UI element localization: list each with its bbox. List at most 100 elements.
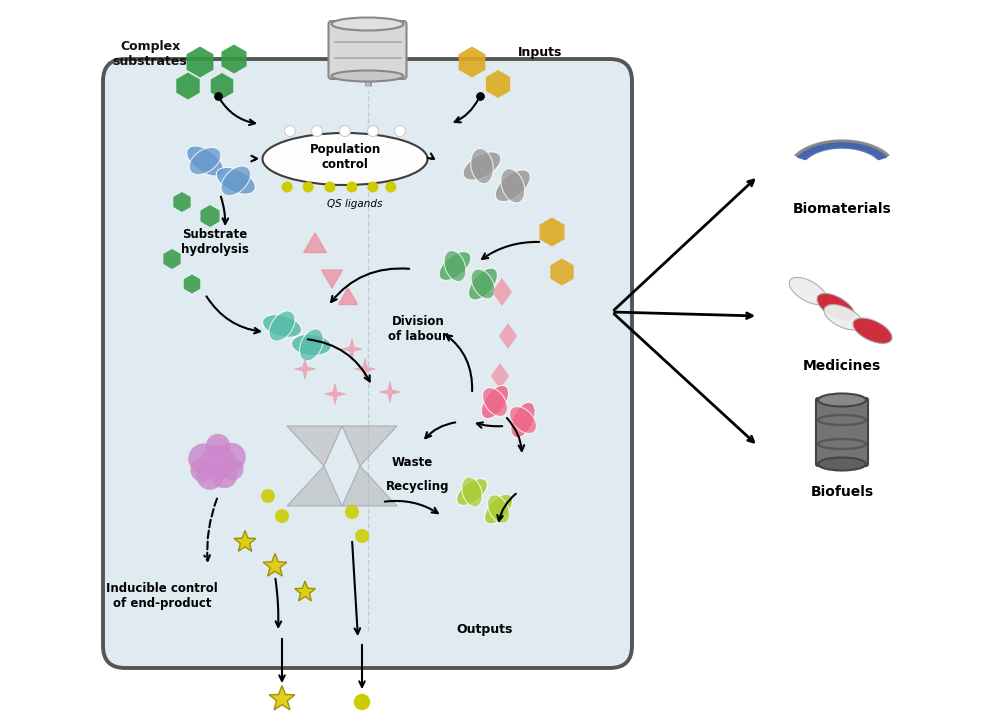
Ellipse shape <box>488 495 510 523</box>
Circle shape <box>385 181 396 193</box>
Circle shape <box>197 463 223 490</box>
Circle shape <box>325 181 336 193</box>
Ellipse shape <box>187 146 223 176</box>
Circle shape <box>200 444 236 480</box>
Polygon shape <box>304 233 326 253</box>
Circle shape <box>206 434 230 458</box>
Ellipse shape <box>510 406 536 433</box>
Text: Waste: Waste <box>391 456 433 468</box>
Ellipse shape <box>481 386 509 418</box>
Ellipse shape <box>789 278 827 305</box>
Ellipse shape <box>511 402 535 438</box>
Ellipse shape <box>495 170 530 201</box>
Text: QS ligands: QS ligands <box>327 199 383 209</box>
Ellipse shape <box>501 169 525 203</box>
Circle shape <box>355 529 369 543</box>
Polygon shape <box>234 531 256 551</box>
Circle shape <box>345 505 359 519</box>
Ellipse shape <box>263 133 428 185</box>
Polygon shape <box>342 338 363 360</box>
Circle shape <box>303 181 314 193</box>
Ellipse shape <box>818 393 866 406</box>
Ellipse shape <box>263 315 301 338</box>
Circle shape <box>312 126 323 136</box>
FancyBboxPatch shape <box>816 398 868 466</box>
Ellipse shape <box>439 251 471 281</box>
Polygon shape <box>221 44 247 74</box>
Polygon shape <box>459 46 485 78</box>
Ellipse shape <box>463 152 501 180</box>
Text: Biofuels: Biofuels <box>810 485 874 499</box>
Polygon shape <box>338 288 358 304</box>
Text: Inputs: Inputs <box>518 46 562 59</box>
Text: Division
of labour: Division of labour <box>388 315 448 343</box>
Polygon shape <box>269 685 295 710</box>
Polygon shape <box>486 70 510 98</box>
Text: Substrate
hydrolysis: Substrate hydrolysis <box>181 228 249 256</box>
Polygon shape <box>287 466 342 506</box>
Ellipse shape <box>485 494 513 524</box>
Ellipse shape <box>469 268 497 300</box>
Polygon shape <box>173 192 191 212</box>
Ellipse shape <box>817 293 855 321</box>
Polygon shape <box>163 249 181 269</box>
FancyBboxPatch shape <box>103 59 632 668</box>
Polygon shape <box>295 358 316 380</box>
Ellipse shape <box>853 318 892 343</box>
FancyBboxPatch shape <box>329 21 407 79</box>
Circle shape <box>217 443 246 472</box>
Polygon shape <box>539 218 565 246</box>
Circle shape <box>285 126 296 136</box>
Text: Complex
substrates: Complex substrates <box>113 40 187 68</box>
Circle shape <box>367 181 378 193</box>
Ellipse shape <box>471 269 495 299</box>
Circle shape <box>340 126 351 136</box>
Ellipse shape <box>462 477 482 507</box>
Circle shape <box>346 181 357 193</box>
Ellipse shape <box>292 334 331 356</box>
Text: Population
control: Population control <box>309 143 381 171</box>
Polygon shape <box>295 581 315 601</box>
Polygon shape <box>492 278 512 306</box>
Circle shape <box>212 463 237 488</box>
Circle shape <box>282 181 293 193</box>
Text: Outputs: Outputs <box>457 623 513 635</box>
Ellipse shape <box>189 147 221 175</box>
Ellipse shape <box>457 478 487 506</box>
Circle shape <box>221 458 244 481</box>
Polygon shape <box>499 323 517 349</box>
Polygon shape <box>211 73 233 99</box>
Text: Medicines: Medicines <box>803 359 881 373</box>
Circle shape <box>190 458 215 482</box>
Circle shape <box>395 126 406 136</box>
Ellipse shape <box>332 18 404 31</box>
Circle shape <box>261 489 275 503</box>
Ellipse shape <box>444 251 466 281</box>
Polygon shape <box>491 363 509 389</box>
Text: Biomaterials: Biomaterials <box>793 202 891 216</box>
Ellipse shape <box>824 305 863 330</box>
Polygon shape <box>187 46 213 78</box>
Ellipse shape <box>299 329 323 361</box>
Polygon shape <box>322 270 342 288</box>
Polygon shape <box>355 358 376 380</box>
Ellipse shape <box>818 458 866 471</box>
Polygon shape <box>342 466 397 506</box>
Polygon shape <box>176 73 200 99</box>
Polygon shape <box>550 258 574 286</box>
Ellipse shape <box>216 168 255 194</box>
Circle shape <box>368 126 379 136</box>
Ellipse shape <box>269 311 295 341</box>
Ellipse shape <box>221 166 251 196</box>
Circle shape <box>354 694 370 710</box>
Polygon shape <box>200 205 220 227</box>
Polygon shape <box>380 381 401 403</box>
Polygon shape <box>184 274 200 293</box>
Text: Inducible control
of end-product: Inducible control of end-product <box>106 582 218 610</box>
Polygon shape <box>325 383 346 405</box>
Polygon shape <box>287 426 342 466</box>
Polygon shape <box>263 553 287 576</box>
Ellipse shape <box>471 149 493 183</box>
Ellipse shape <box>332 71 404 81</box>
Circle shape <box>275 509 289 523</box>
